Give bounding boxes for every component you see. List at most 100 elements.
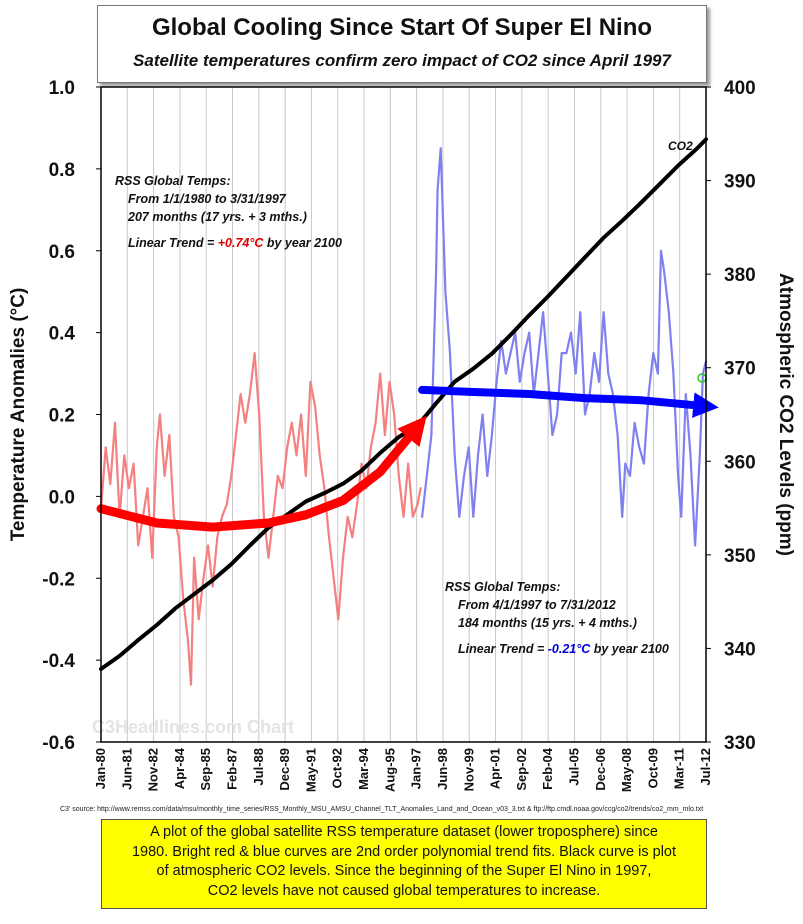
temp-point-red (337, 618, 340, 621)
temp-point-blue (458, 515, 461, 518)
temp-point-red (190, 683, 192, 686)
temp-point-blue (689, 454, 692, 457)
caption-line: CO2 levels have not caused global temper… (207, 882, 601, 899)
caption-box: A plot of the global satellite RSS tempe… (101, 819, 707, 909)
temp-point-red (182, 597, 185, 600)
temp-point-blue (629, 475, 631, 477)
y-left-axis-title: Temperature Anomalies (°C) (8, 288, 29, 542)
x-tick-label: Jul-05 (566, 748, 581, 786)
y-right-tick-label: 360 (724, 452, 756, 473)
temp-point-red (137, 544, 140, 547)
y-left-tick-label: 0.0 (49, 487, 75, 508)
temp-point-red (393, 413, 396, 416)
temp-point-red (290, 421, 293, 424)
temp-point-blue (444, 290, 447, 293)
temp-point-red (281, 487, 284, 490)
temp-point-red (230, 475, 233, 477)
y-right-tick-label: 400 (724, 78, 756, 99)
x-tick-label: Jan-80 (93, 748, 108, 789)
x-tick-label: May-08 (619, 748, 634, 792)
temp-point-red (123, 454, 126, 457)
temp-point-blue (560, 352, 563, 354)
y-right-tick-label: 350 (724, 546, 756, 567)
temp-point-red (304, 475, 307, 477)
temp-point-blue (463, 475, 465, 477)
temp-point-blue (425, 475, 428, 477)
temp-point-red (235, 434, 237, 436)
temp-point-blue (430, 434, 433, 436)
x-tick-label: Apr-84 (172, 747, 187, 789)
temp-point-red (109, 483, 112, 485)
temp-point-blue (491, 434, 493, 436)
temp-point-blue (584, 413, 586, 416)
temp-point-red (193, 556, 195, 559)
caption-line: of atmospheric CO2 levels. Since the beg… (156, 863, 652, 879)
temp-point-red (328, 536, 330, 539)
temp-point-blue (647, 393, 650, 395)
temp-point-blue (657, 372, 659, 375)
y-left-tick-label: 0.6 (49, 242, 75, 263)
temp-point-red (173, 515, 175, 518)
x-tick-label: Jul-12 (698, 748, 713, 786)
plot-area (101, 87, 706, 742)
temp-point-red (388, 380, 391, 383)
chart-title: Global Cooling Since Start Of Super El N… (151, 14, 653, 41)
x-tick-label: Aug-95 (382, 748, 397, 792)
trend-value: +0.74°C (218, 236, 265, 250)
temp-point-blue (593, 352, 596, 354)
x-tick-label: Jul-88 (251, 748, 266, 786)
y-right-axis-title: Atmospheric CO2 Levels (ppm) (775, 273, 796, 556)
x-tick-label: Nov-99 (461, 748, 476, 791)
temp-point-red (253, 352, 256, 354)
temp-point-blue (449, 352, 451, 354)
x-tick-label: Mar-11 (672, 748, 687, 789)
temp-point-red (221, 515, 223, 518)
x-tick-label: May-91 (303, 748, 318, 792)
annotation-trend-text: Linear Trend = -0.21°C by year 2100 (458, 642, 669, 656)
plot-frame (100, 86, 707, 743)
y-left-tick-label: -0.6 (42, 733, 75, 754)
temp-point-blue (453, 454, 456, 457)
temp-point-red (419, 487, 422, 490)
annotation-text: From 1/1/1980 to 3/31/1997 (128, 192, 287, 206)
temp-point-red (211, 585, 214, 588)
temp-point-blue (486, 475, 489, 477)
temp-point-red (300, 413, 303, 416)
temp-point-red (177, 536, 180, 539)
temp-point-blue (565, 352, 568, 354)
temp-point-red (323, 487, 326, 490)
annotation-text: From 4/1/1997 to 7/31/2012 (458, 598, 616, 612)
temp-point-red (314, 405, 316, 408)
co2-label: CO2 (668, 139, 693, 153)
temp-point-blue (612, 393, 614, 395)
temp-point-red (360, 462, 363, 465)
x-tick-label: Nov-82 (146, 748, 161, 791)
temp-point-red (346, 515, 349, 518)
temp-point-red (402, 515, 405, 518)
temp-point-red (370, 446, 372, 449)
temp-point-blue (579, 311, 582, 314)
temp-point-blue (467, 446, 470, 449)
temp-point-red (295, 454, 298, 457)
temp-point-red (216, 536, 219, 539)
temp-point-blue (528, 331, 531, 334)
y-left-tick-label: 0.4 (49, 324, 76, 345)
temp-point-red (202, 577, 205, 580)
temp-point-red (146, 487, 149, 490)
temp-point-blue (481, 413, 484, 416)
temp-point-blue (621, 515, 624, 518)
temp-point-blue (598, 380, 600, 383)
temp-point-blue (607, 372, 610, 375)
y-right-tick-label: 380 (724, 265, 756, 286)
annotation-text: 207 months (17 yrs. + 3 mths.) (127, 210, 307, 224)
source-note: C3' source: http://www.remss.com/data/ms… (60, 806, 704, 813)
temp-point-red (151, 556, 154, 559)
temp-point-blue (570, 331, 572, 334)
temp-point-red (411, 515, 414, 518)
temp-point-blue (652, 352, 655, 354)
temp-point-blue (435, 270, 437, 273)
trend-prefix: Linear Trend = (128, 236, 218, 250)
temp-point-red (104, 446, 107, 449)
x-tick-label: Mar-94 (356, 747, 371, 790)
temp-point-blue (546, 372, 549, 375)
